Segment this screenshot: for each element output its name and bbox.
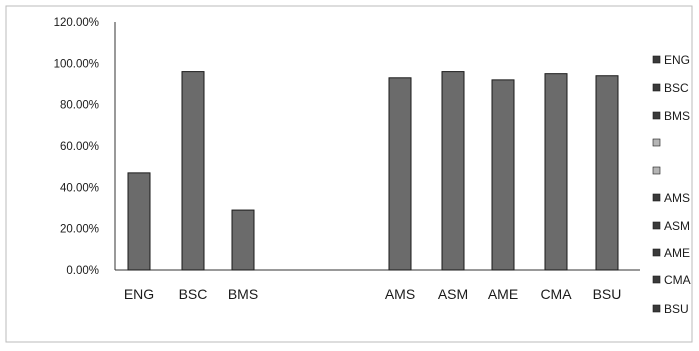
legend-swatch [652, 304, 661, 313]
x-category-label: AME [488, 286, 518, 302]
bar-ame [491, 79, 515, 271]
legend-label: BMS [664, 109, 690, 123]
bar-asm [441, 71, 465, 271]
y-tick-label: 20.00% [60, 224, 99, 236]
legend-swatch [652, 248, 661, 257]
legend-swatch [652, 275, 661, 284]
y-tick-label: 80.00% [60, 100, 99, 112]
bar-cma [544, 73, 568, 271]
bars [127, 71, 619, 271]
x-category-label: ASM [438, 286, 468, 302]
x-category-label: BSU [593, 286, 622, 302]
y-tick-label: 120.00% [54, 17, 99, 29]
category-labels: ENG BSC BMS AMS ASM AME CMA BSU [124, 286, 622, 302]
legend-label: ASM [664, 219, 690, 233]
y-tick-label: 100.00% [54, 58, 99, 70]
y-tick-label: 0.00% [66, 265, 99, 277]
legend-swatch [652, 221, 661, 230]
legend-label: BSC [664, 81, 689, 95]
legend-label: BSU [664, 302, 689, 316]
bar-ams [388, 77, 412, 271]
y-axis-ticks: 0.00% 20.00% 40.00% 60.00% 80.00% 100.00% 120.… [54, 17, 99, 277]
legend-label: AME [664, 246, 690, 260]
legend-swatch [652, 55, 661, 64]
legend-swatch [652, 138, 661, 147]
legend: ENG BSC BMS AMS ASM AME CMA BSU [652, 53, 691, 316]
legend-swatch [652, 83, 661, 92]
bar-eng [127, 172, 151, 271]
legend-swatch [652, 166, 661, 175]
x-category-label: CMA [540, 286, 572, 302]
y-tick-label: 40.00% [60, 182, 99, 194]
legend-label: AMS [664, 191, 690, 205]
legend-swatch [652, 193, 661, 202]
x-category-label: BMS [228, 286, 258, 302]
y-tick-label: 60.00% [60, 141, 99, 153]
bar-bsc [181, 71, 205, 271]
bar-bsu [595, 75, 619, 271]
x-category-label: BSC [179, 286, 208, 302]
x-category-label: ENG [124, 286, 154, 302]
legend-label: CMA [664, 273, 691, 287]
x-category-label: AMS [385, 286, 415, 302]
bar-bms [231, 209, 255, 271]
legend-label: ENG [664, 53, 690, 67]
legend-swatch [652, 111, 661, 120]
chart-border [5, 5, 693, 343]
